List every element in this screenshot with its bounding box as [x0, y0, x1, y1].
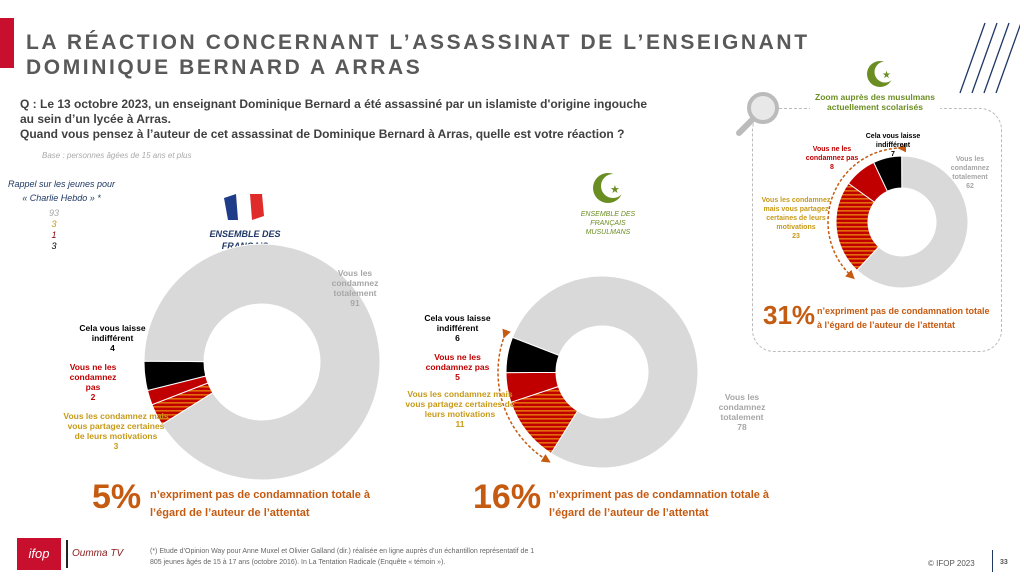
group-title-musulmans: ENSEMBLE DES FRANÇAIS MUSULMANS — [580, 211, 636, 236]
partner-logo: Oumma TV — [66, 540, 146, 568]
segment-total — [511, 275, 699, 469]
divider — [992, 550, 993, 572]
summary-text: l’égard de l’auteur de l’attentat — [549, 507, 709, 519]
dashed-arrow — [497, 328, 551, 463]
label-indifferent: Cela vous laisse indifférent — [865, 133, 921, 149]
value-pas: 5 — [455, 372, 460, 382]
label-indifferent: Cela vous laisse indifférent — [424, 313, 491, 333]
label-total: Vous les condamnez totalement — [950, 156, 990, 181]
dashed-arrow — [827, 143, 907, 280]
base-note: Base : personnes âgées de 15 ans et plus — [42, 151, 192, 160]
label-indifferent: Cela vous laisse indifférent — [79, 323, 146, 343]
value-indifferent: 6 — [455, 333, 460, 343]
segment-total — [143, 243, 381, 481]
magnifier-icon — [736, 92, 779, 136]
page-number: 33 — [1000, 559, 1008, 566]
label-pas: Vous ne les condamnez pas — [805, 146, 859, 162]
question-line: Q : Le 13 octobre 2023, un enseignant Do… — [20, 97, 648, 111]
copyright: © IFOP 2023 — [928, 559, 975, 568]
value-indifferent: 4 — [110, 343, 115, 353]
value-total: 78 — [737, 422, 747, 432]
rappel-label: Rappel sur les jeunes pour « Charlie Hebd… — [4, 177, 119, 205]
svg-text:★: ★ — [882, 70, 891, 81]
rappel-value: 93 — [48, 208, 59, 218]
value-partage: 3 — [113, 441, 119, 451]
value-pas: 8 — [830, 164, 834, 171]
decorative-stripes — [959, 22, 1020, 94]
france-map-icon — [224, 193, 264, 221]
rappel-value: 3 — [51, 219, 57, 229]
footnote-line: 805 jeunes âgés de 15 à 17 ans (octobre … — [150, 559, 446, 566]
value-pas: 2 — [90, 392, 96, 402]
question-line: au sein d’un lycée à Arras. — [20, 112, 171, 126]
summary-text: n’expriment pas de condamnation totale à — [150, 489, 371, 501]
ifop-logo: ifop — [17, 538, 61, 570]
label-pas: Vous ne les condamnez pas — [69, 362, 117, 392]
zoom-title: Zoom auprès des musulmans actuellement s… — [810, 92, 940, 112]
label-total: Vous les condamnez totalement — [718, 392, 766, 422]
footnote: (*) Etude d’Opinion Way pour Anne Muxel … — [150, 546, 534, 568]
rappel-line: Rappel sur les jeunes pour — [7, 179, 116, 189]
page-title: LA RÉACTION CONCERNANT L’ASSASSINAT DE L… — [26, 30, 810, 80]
title-line: DOMINIQUE BERNARD A ARRAS — [26, 56, 423, 79]
summary-text: l’égard de l’auteur de l’attentat — [150, 507, 310, 519]
footnote-line: (*) Etude d’Opinion Way pour Anne Muxel … — [150, 548, 535, 555]
summary-value: 31% — [763, 300, 816, 330]
crescent-star-icon: ★ — [593, 173, 625, 203]
summary-value: 16% — [473, 478, 542, 516]
summary-value: 5% — [92, 478, 142, 516]
question-line: Quand vous pensez à l’auteur de cet assa… — [20, 127, 625, 141]
label-partage: Vous les condamnez mais vous partagez ce… — [63, 411, 169, 441]
label-partage: Vous les condamnez mais vous partagez ce… — [761, 197, 831, 231]
accent-bar — [0, 18, 14, 68]
title-line: LA RÉACTION CONCERNANT L’ASSASSINAT DE L… — [26, 31, 810, 54]
crescent-star-icon: ★ — [867, 61, 896, 87]
label-total: Vous les condamnez totalement — [331, 268, 379, 298]
rappel-value: 3 — [51, 241, 57, 251]
value-partage: 11 — [455, 419, 465, 429]
value-partage: 23 — [792, 233, 800, 240]
rappel-line: « Charlie Hebdo » * — [22, 193, 101, 203]
summary-text: n’expriment pas de condamnation totale — [817, 306, 990, 316]
value-total: 62 — [966, 183, 974, 190]
value-indifferent: 7 — [891, 151, 895, 158]
label-pas: Vous ne les condamnez pas — [425, 352, 490, 372]
question-text: Q : Le 13 octobre 2023, un enseignant Do… — [20, 97, 745, 142]
summary-text: n’expriment pas de condamnation totale à — [549, 489, 770, 501]
svg-text:★: ★ — [610, 184, 620, 196]
summary-text: à l’égard de l’auteur de l’attentat — [817, 320, 956, 330]
rappel-value: 1 — [51, 230, 57, 240]
value-total: 91 — [350, 298, 360, 308]
label-partage: Vous les condamnez mais vous partagez ce… — [405, 389, 515, 419]
